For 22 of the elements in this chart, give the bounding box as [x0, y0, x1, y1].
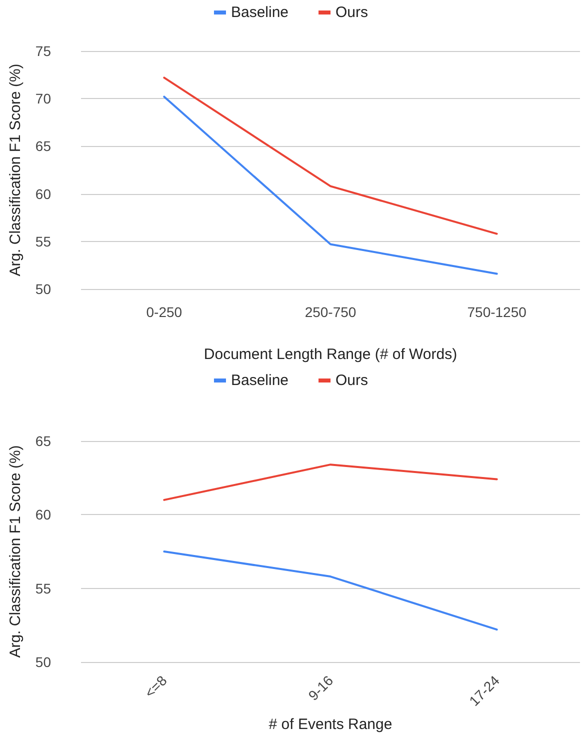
- y-tick-label: 50: [35, 654, 52, 670]
- x-axis-title: # of Events Range: [268, 716, 392, 733]
- y-axis-title: Arg. Classification F1 Score (%): [7, 64, 24, 276]
- x-tick-label: 250-750: [304, 304, 356, 320]
- y-tick-label: 60: [35, 506, 52, 523]
- y-tick-label: 55: [35, 233, 52, 250]
- legend-label: Ours: [336, 372, 368, 389]
- x-tick-label: 750-1250: [467, 304, 527, 320]
- y-tick-label: 60: [35, 186, 52, 202]
- y-tick-label: 70: [35, 90, 52, 107]
- legend-label: Ours: [336, 4, 368, 21]
- y-tick-label: 50: [35, 281, 52, 297]
- y-tick-label: 75: [35, 43, 52, 59]
- y-axis-title: Arg. Classification F1 Score (%): [7, 445, 24, 658]
- y-tick-label: 65: [35, 433, 52, 449]
- x-tick-label: <=8: [141, 672, 170, 701]
- legend-label: Baseline: [230, 4, 289, 21]
- y-tick-label: 65: [35, 138, 52, 154]
- x-tick-label: 0-250: [146, 304, 182, 320]
- legend-label: Baseline: [230, 372, 289, 389]
- y-tick-label: 55: [35, 580, 52, 596]
- x-axis-title: Document Length Range (# of Words): [204, 346, 458, 363]
